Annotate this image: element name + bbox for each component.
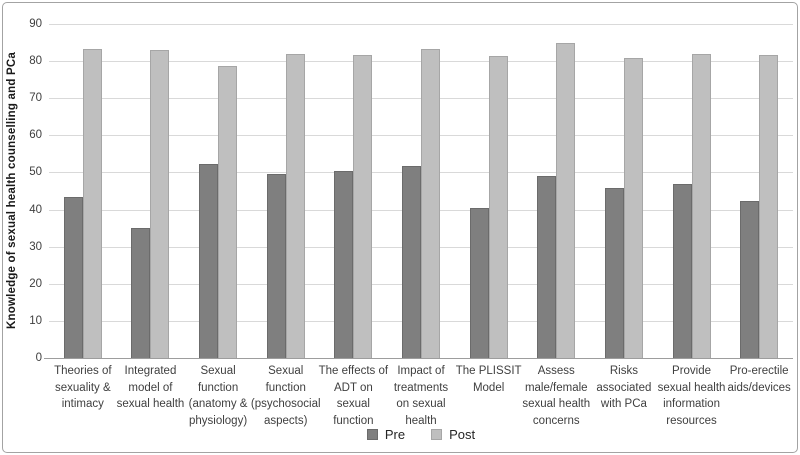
x-category-label: Pro-erectile aids/devices [727,365,791,394]
legend-swatch-post [431,428,443,440]
legend-label: Post [449,426,476,442]
bar-pre [402,166,421,358]
bar-pre [63,197,83,358]
bar-post [556,43,576,358]
x-category-label: Integrated model of sexual health [116,365,185,410]
y-tick-label: 40 [29,203,42,216]
bar-post [82,49,102,358]
bar-post [691,54,711,358]
y-tick-label: 70 [29,92,42,105]
x-category-label: The PLISSIT Model [455,365,522,394]
bar-post [150,49,170,358]
x-category-label: Impact of treatments on sexual health [393,365,449,427]
bar-pre [672,183,692,358]
bar-pre [266,173,286,358]
x-axis-line [44,358,793,359]
bar-pre [199,163,219,358]
gridline [49,24,793,25]
legend-label: Pre [384,426,406,442]
plot-area [44,24,793,359]
y-tick-label: 90 [29,18,42,30]
y-axis-ticks: 0 10 20 30 40 50 60 70 80 90 [0,0,44,455]
legend: Pre Post [49,423,793,445]
y-tick-label: 50 [29,166,42,179]
bar-post [285,53,305,358]
y-tick-label: 0 [35,352,42,364]
y-tick-label: 20 [29,277,42,290]
bar-post [623,58,643,358]
x-category-label: Assess male/female sexual health concern… [522,365,591,427]
bar-pre [334,170,354,358]
y-tick-label: 30 [29,240,42,253]
legend-item-post: Post [431,427,475,442]
x-category-label: Provide sexual health information resour… [657,365,726,427]
x-axis-labels: Theories of sexuality & intimacy Integrat… [49,363,793,433]
bar-post [218,66,238,358]
bar-pre [740,201,760,358]
x-category-label: Risks associated with PCa [596,365,652,410]
y-tick-label: 80 [29,55,42,68]
x-category-label: Sexual function (psychosocial aspects) [250,365,321,427]
bar-post [488,56,508,358]
legend-item-pre: Pre [366,426,406,442]
bar-pre [131,228,151,358]
x-category-label: The effects of ADT on sexual function [318,365,389,427]
bar-post [421,49,440,358]
x-category-label: Sexual function (anatomy & physiology) [188,365,248,427]
y-tick-label: 10 [29,314,42,327]
bar-pre [469,208,489,358]
bar-post [759,54,779,358]
bar-post [353,55,373,358]
x-category-label: Theories of sexuality & intimacy [54,365,112,410]
bar-pre [604,188,624,358]
legend-swatch-pre [366,428,378,440]
y-tick-label: 60 [29,129,42,142]
bar-pre [537,176,557,358]
